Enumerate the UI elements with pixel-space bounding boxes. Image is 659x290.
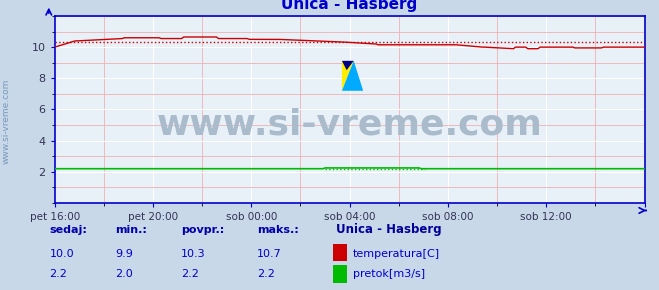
Text: povpr.:: povpr.:: [181, 225, 225, 235]
Text: 9.9: 9.9: [115, 249, 133, 259]
Text: 2.2: 2.2: [49, 269, 67, 279]
Text: temperatura[C]: temperatura[C]: [353, 249, 440, 259]
Text: sedaj:: sedaj:: [49, 225, 87, 235]
Text: 2.2: 2.2: [181, 269, 199, 279]
Text: 10.7: 10.7: [257, 249, 282, 259]
Text: min.:: min.:: [115, 225, 147, 235]
Text: 10.0: 10.0: [49, 249, 74, 259]
Text: Unica - Hasberg: Unica - Hasberg: [336, 224, 442, 236]
Text: www.si-vreme.com: www.si-vreme.com: [157, 107, 542, 142]
Text: 2.0: 2.0: [115, 269, 133, 279]
Text: 10.3: 10.3: [181, 249, 206, 259]
Text: pretok[m3/s]: pretok[m3/s]: [353, 269, 424, 279]
Text: www.si-vreme.com: www.si-vreme.com: [2, 79, 11, 164]
Text: 2.2: 2.2: [257, 269, 275, 279]
Polygon shape: [342, 61, 354, 70]
Polygon shape: [342, 61, 354, 91]
Text: maks.:: maks.:: [257, 225, 299, 235]
Title: Unica - Hasberg: Unica - Hasberg: [281, 0, 418, 12]
Polygon shape: [342, 61, 363, 91]
